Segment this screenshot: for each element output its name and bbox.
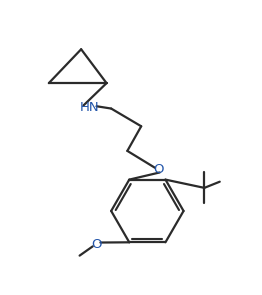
Text: O: O (154, 163, 164, 176)
Text: HN: HN (80, 101, 99, 114)
Text: O: O (91, 237, 102, 250)
